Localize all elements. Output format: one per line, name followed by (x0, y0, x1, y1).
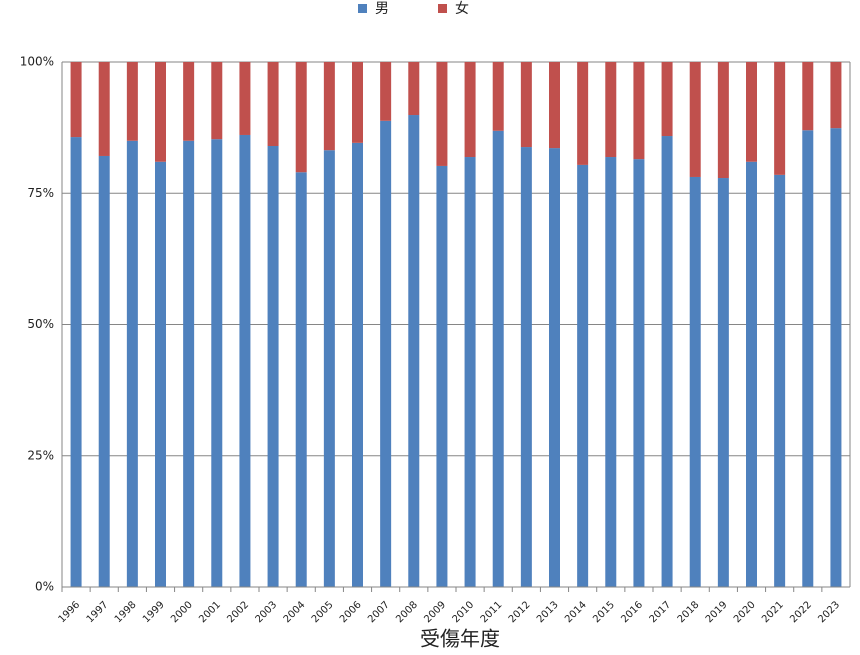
x-tick-label: 1996 (57, 599, 83, 625)
bar-segment (577, 164, 589, 587)
bar-segment (408, 115, 420, 588)
bar-segment (323, 150, 335, 587)
bar-segment (520, 147, 532, 588)
bar-segment (464, 157, 476, 587)
bar-segment (774, 62, 786, 175)
x-tick-label: 1997 (85, 599, 111, 625)
bar-segment (436, 62, 448, 166)
x-tick-label: 2000 (169, 599, 195, 625)
bar-segment (661, 136, 673, 587)
bar-segment (746, 161, 757, 587)
y-tick-label: 100% (20, 55, 54, 69)
bar-segment (549, 148, 560, 587)
x-axis-title: 受傷年度 (420, 627, 500, 651)
bar-segment (295, 62, 307, 173)
y-tick-label: 0% (35, 580, 54, 594)
x-tick-label: 2002 (225, 599, 251, 625)
x-tick-label: 2006 (338, 599, 364, 625)
bar-segment (436, 165, 448, 587)
x-tick-label: 2021 (760, 599, 786, 625)
x-tick-label: 2005 (310, 599, 336, 625)
bar-segment (549, 62, 560, 149)
bar-segment (380, 62, 392, 121)
y-tick-label: 25% (27, 448, 54, 462)
bar-segment (267, 146, 279, 587)
bar-segment (183, 62, 195, 141)
x-tick-label: 1998 (113, 599, 139, 625)
bar-segment (323, 62, 335, 151)
bar-segment (492, 130, 504, 587)
bar-segment (689, 176, 701, 587)
bar-segment (126, 62, 138, 141)
x-tick-label: 2016 (619, 599, 645, 625)
x-tick-label: 2019 (704, 599, 730, 625)
x-tick-label: 2022 (788, 599, 814, 625)
bar-segment (183, 140, 195, 587)
bar-segment (211, 139, 223, 588)
x-tick-label: 2018 (676, 599, 702, 625)
bar-segment (689, 62, 701, 177)
y-tick-label: 50% (27, 317, 54, 331)
x-tick-label: 2004 (282, 599, 308, 625)
bar-segment (746, 62, 757, 162)
bar-segment (239, 62, 251, 135)
bar-segment (239, 134, 251, 587)
bar-segment (605, 62, 617, 158)
x-tick-label: 2003 (254, 599, 280, 625)
x-tick-label: 2014 (563, 599, 589, 625)
x-tick-label: 2010 (451, 599, 477, 625)
x-tick-label: 2012 (507, 599, 533, 625)
legend-swatch (438, 4, 447, 13)
bar-segment (830, 62, 842, 129)
bar-segment (717, 62, 729, 179)
x-tick-label: 2009 (422, 599, 448, 625)
bar-segment (408, 62, 420, 116)
bar-segment (267, 62, 279, 146)
bar-segment (661, 62, 673, 137)
bar-segment (464, 62, 476, 158)
bar-segment (802, 62, 814, 131)
legend-label: 女 (455, 0, 469, 17)
x-tick-label: 2007 (366, 599, 392, 625)
x-tick-label: 2013 (535, 599, 561, 625)
x-tick-label: 2011 (479, 599, 505, 625)
bar-segment (520, 62, 532, 148)
x-tick-label: 2017 (648, 599, 674, 625)
bar-segment (802, 130, 814, 587)
bar-segment (380, 120, 392, 588)
bar-segment (155, 62, 166, 162)
x-tick-label: 2020 (732, 599, 758, 625)
bar-segment (830, 128, 842, 587)
x-tick-label: 2023 (816, 599, 842, 625)
x-tick-label: 2001 (197, 599, 223, 625)
bar-segment (577, 62, 589, 165)
y-tick-label: 75% (27, 186, 54, 200)
bar-segment (605, 157, 617, 587)
bar-segment (126, 140, 138, 587)
bar-segment (70, 137, 82, 587)
bar-segment (633, 159, 645, 587)
bar-segment (70, 62, 82, 138)
x-tick-label: 1999 (141, 599, 167, 625)
legend-label: 男 (375, 1, 389, 17)
bar-segment (295, 172, 307, 587)
bar-segment (98, 155, 110, 587)
bar-segment (492, 62, 504, 131)
bar-segment (352, 142, 363, 587)
legend-swatch (358, 4, 367, 13)
bar-segment (155, 161, 166, 587)
x-tick-label: 2008 (394, 599, 420, 625)
x-tick-label: 2015 (591, 599, 617, 625)
bar-segment (633, 62, 645, 160)
bar-segment (98, 62, 110, 156)
bar-segment (352, 62, 363, 143)
bar-segment (211, 62, 223, 140)
bar-segment (774, 174, 786, 587)
bar-segment (717, 178, 729, 587)
